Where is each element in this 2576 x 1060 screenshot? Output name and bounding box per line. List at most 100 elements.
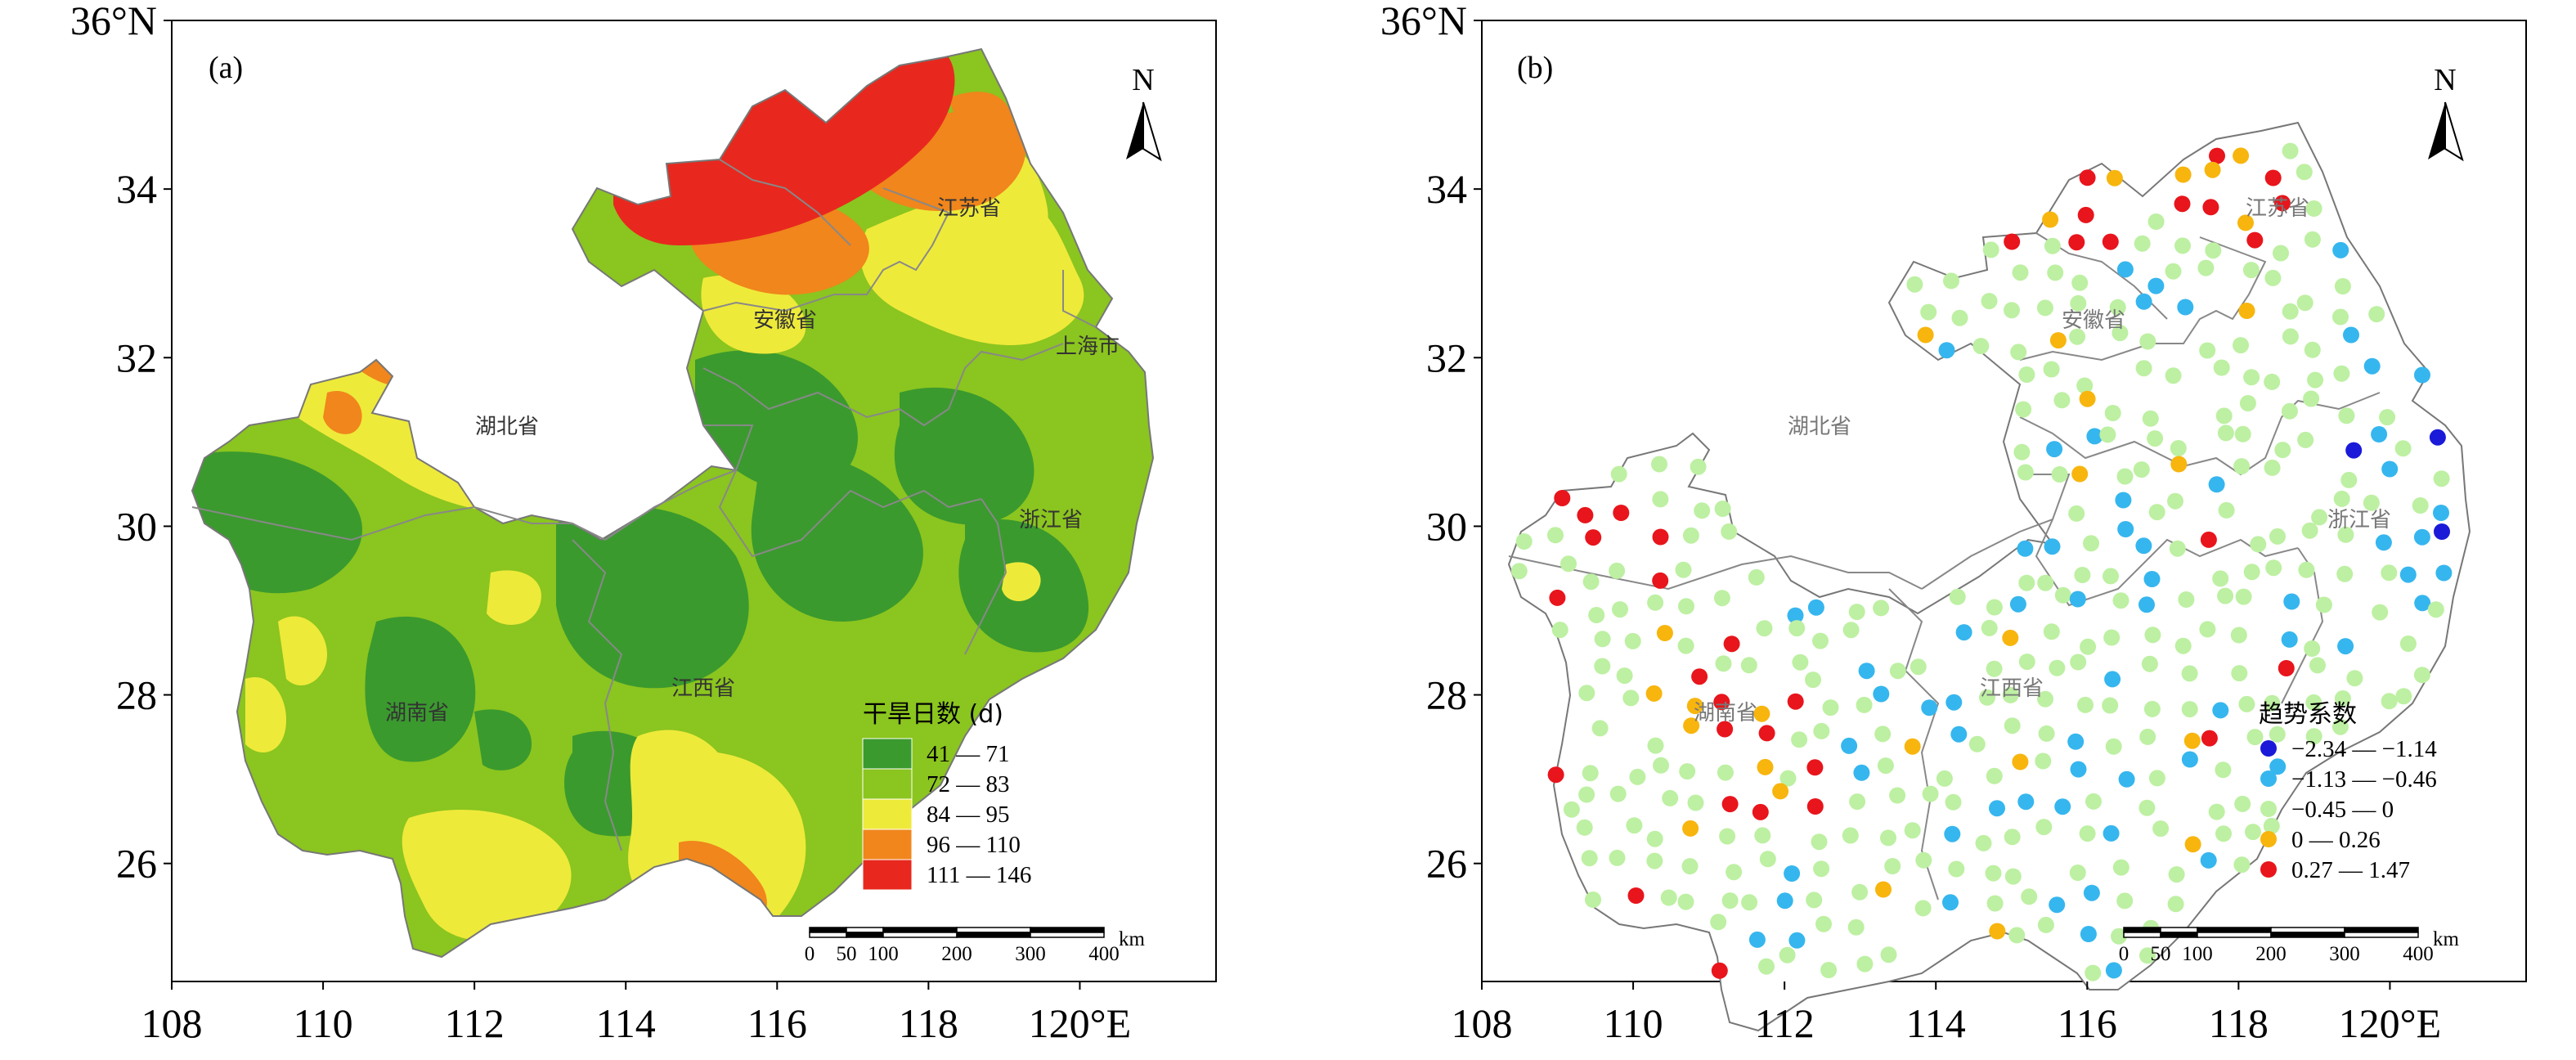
station-point (2231, 665, 2248, 682)
scale-segment (1030, 932, 1105, 938)
station-point (1942, 894, 1959, 911)
province-label: 安徽省 (2062, 308, 2125, 333)
station-point (2004, 868, 2022, 885)
legend-label: 111 — 146 (927, 862, 1031, 888)
province-label: 江苏省 (937, 196, 1001, 221)
legend-b-title: 趋势系数 (2259, 700, 2357, 729)
station-point (2177, 299, 2194, 316)
station-point (1554, 490, 1571, 506)
station-point (2264, 373, 2281, 390)
station-point (2116, 261, 2134, 278)
station-point (1616, 667, 1633, 685)
legend-swatch (862, 859, 913, 891)
station-point (2414, 366, 2430, 384)
station-point (1921, 699, 1938, 716)
station-point (2017, 464, 2034, 481)
station-point (1779, 770, 1797, 787)
station-point (2165, 263, 2182, 280)
station-point (1806, 798, 1824, 815)
station-point (2165, 367, 2182, 384)
station-point (2104, 671, 2121, 688)
station-point (2273, 245, 2289, 262)
station-point (2068, 234, 2085, 251)
station-point (2218, 501, 2235, 519)
station-point (2333, 490, 2350, 507)
x-tick-label: 110 (1603, 1000, 1663, 1046)
station-point (2138, 596, 2155, 613)
station-point (1714, 501, 1731, 517)
station-point (2135, 360, 2152, 377)
station-point (2297, 431, 2314, 448)
station-point (1677, 893, 1694, 910)
station-point (2174, 166, 2192, 183)
station-point (2309, 657, 2326, 674)
station-point (2139, 333, 2156, 350)
station-point (2021, 888, 2038, 905)
station-point (2239, 395, 2256, 411)
station-point (2139, 728, 2156, 745)
panel-a: N (a) 干旱日数 (d) 41 — 71 72 — 83 84 — 95 96 —… (171, 20, 1217, 982)
station-point (2233, 856, 2251, 874)
station-point (1986, 660, 2003, 677)
station-point (2046, 441, 2063, 458)
station-point (1711, 962, 1728, 979)
station-point (2434, 523, 2450, 540)
station-point (2174, 237, 2191, 254)
station-point (2035, 752, 2052, 770)
station-point (1717, 764, 1734, 781)
station-point (2049, 896, 2066, 914)
station-point (2017, 540, 2034, 557)
station-point (1721, 892, 1739, 910)
scale-segment (956, 927, 1031, 933)
station-point (2245, 824, 2261, 841)
station-point (2134, 235, 2151, 252)
station-point (2243, 564, 2260, 581)
station-point (2234, 425, 2251, 442)
station-point (1713, 694, 1730, 711)
station-point (2103, 629, 2120, 646)
province-label: 湖北省 (1788, 415, 1851, 439)
station-point (2381, 693, 2398, 710)
station-point (1609, 849, 1626, 866)
station-point (2112, 325, 2129, 342)
station-point (2433, 505, 2449, 521)
station-point (1577, 506, 1594, 523)
station-point (1578, 786, 1595, 803)
y-tick-label: 28 (1426, 672, 1467, 718)
station-point (2204, 161, 2221, 178)
station-point (2083, 884, 2100, 901)
station-point (1945, 793, 1962, 811)
station-point (1646, 830, 1663, 847)
station-point (2099, 426, 2116, 443)
station-point (1936, 770, 1953, 787)
x-tick-label: 112 (445, 1000, 505, 1046)
station-point (2181, 751, 2198, 768)
station-point (2008, 927, 2026, 944)
station-point (1588, 607, 1605, 623)
station-point (2071, 274, 2089, 291)
station-point (1591, 720, 1609, 737)
station-point (1753, 705, 1770, 722)
legend-swatch (862, 738, 913, 770)
north-label-b: N (2434, 63, 2456, 97)
station-point (1842, 827, 1859, 844)
station-point (2105, 962, 2122, 979)
station-point (1547, 766, 1564, 784)
province-label: 江西省 (671, 676, 735, 701)
station-point (1563, 801, 1580, 818)
station-point (2208, 476, 2225, 493)
station-point (2305, 200, 2322, 217)
x-tick-label: 120°E (2339, 1000, 2442, 1046)
station-point (2305, 728, 2322, 745)
station-point (1653, 757, 1669, 774)
station-point (2414, 595, 2431, 612)
station-point (1756, 620, 1773, 637)
legend-a-title: 干旱日数 (d) (863, 700, 1003, 729)
scale-segment (956, 932, 1031, 938)
station-point (1715, 655, 1732, 672)
y-tick-label: 28 (116, 672, 157, 718)
station-point (1687, 794, 1704, 811)
station-point (2069, 591, 2086, 608)
station-point (2238, 695, 2255, 712)
